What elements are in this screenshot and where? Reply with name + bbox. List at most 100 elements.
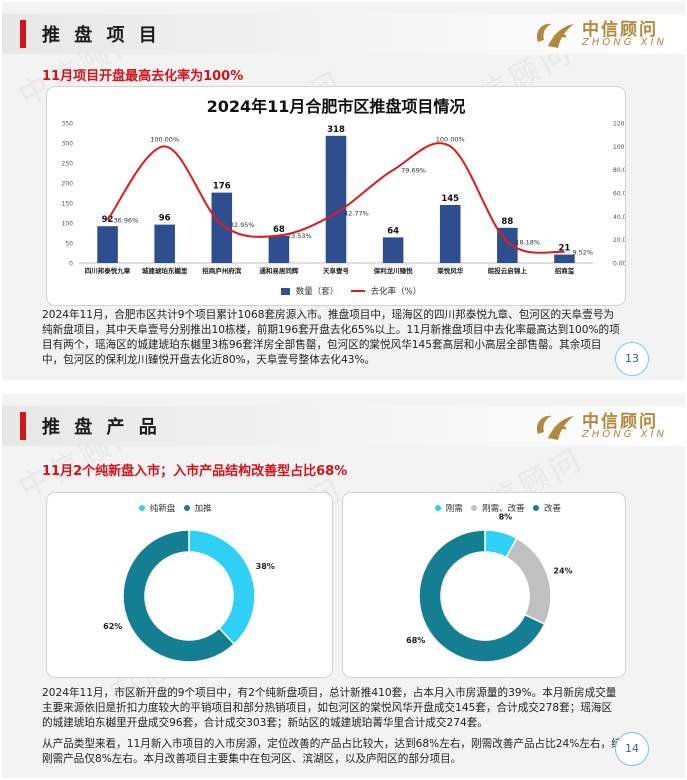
header-band [2,14,685,54]
donut-legend: 刚需 刚需、改善 改善 [435,502,561,514]
legend-label: 加推 [194,504,212,514]
section-title: 推 盘 产 品 [42,417,161,438]
legend-dot-improve [533,505,540,511]
x-tick-label: 皖投云启锦上 [488,266,528,275]
y-left-tick-label: 50 [65,241,73,248]
y-right-tick-label: 100.00% [613,144,625,151]
bar-data-label: 92 [102,215,114,225]
legend-label-rate: 去化率（%） [370,287,422,297]
brand-name-en: ZHONG XIN [582,37,667,48]
donut-slice [188,529,256,646]
bar [97,226,118,263]
header-band [2,406,685,446]
brand-logo-icon [536,415,574,440]
bar-data-label: 21 [559,244,571,254]
bar [268,235,290,263]
legend-dot-rigid-improve [471,505,478,511]
donut-slice [122,529,236,663]
rate-data-label: 18.18% [515,238,540,246]
combo-chart: 0 50 100 150 200 250 300 350 0.00% 20.00% 40.00% 60… [62,121,625,276]
donut-chart: 38% 62% [103,529,275,663]
donut-data-label: 38% [256,562,275,571]
bar-data-label: 318 [327,125,345,135]
brand-name-en: ZHONG XIN [582,429,667,440]
x-tick-label: 天阜壹号 [323,266,350,275]
brand-logo-icon [536,23,574,48]
paragraph: 2024年11月，市区新开盘的9个项目中，有2个纯新盘项目，总计新推410套，占… [42,687,617,729]
legend-swatch-bar [281,287,290,295]
slide-push-projects: 中信顾问 中信顾问 中信顾问 中信顾问 推 盘 项 目 中信顾问 ZHONG X… [2,2,685,380]
rate-data-label: 100.00% [150,135,179,143]
y-right-tick-label: 20.00% [613,237,625,244]
page-number: 13 [615,342,649,376]
bar-data-label: 176 [213,182,231,192]
section-header: 推 盘 产 品 中信顾问 ZHONG XIN [2,406,685,446]
bar-data-label: 88 [501,217,513,227]
donut-data-label: 8% [499,513,513,522]
bar [554,254,575,263]
legend-label-count: 数量（套） [295,287,339,297]
x-tick-label: 城建琥珀东樾里 [142,266,188,275]
donut-slice [505,537,552,626]
header-accent-bar [20,20,26,48]
donut-data-label: 68% [406,636,425,645]
donut-data-label: 24% [553,567,572,576]
legend-dot-rigid [435,505,441,511]
bar-data-label: 96 [159,214,171,224]
rate-data-label: 36.96% [114,216,139,224]
chart-title: 2024年11月合肥市区推盘项目情况 [206,97,466,116]
rate-data-label: 32.95% [230,221,255,229]
chart-card: 2024年11月合肥市区推盘项目情况 0 50 100 150 200 250 300 350… [46,86,626,306]
y-right-tick-label: 40.00% [613,214,625,221]
y-left-tick-label: 100 [62,221,74,228]
bar [154,224,175,263]
donut-slice [418,529,546,663]
y-left-tick-label: 350 [62,121,74,128]
chart-legend: 数量（套） 去化率（%） [281,285,421,297]
legend-dot-added [183,505,190,511]
y-left-tick-label: 0 [69,261,73,268]
y-left-tick-label: 250 [62,161,74,168]
x-tick-label: 四川邦泰悦九章 [85,266,131,275]
legend-dot-new [139,505,145,511]
legend-label: 刚需、改善 [482,504,525,514]
y-right-tick-label: 60.00% [613,191,625,198]
y-right-tick-label: 0.00% [613,261,625,268]
bar-data-label: 68 [273,225,285,235]
page-number: 14 [615,732,649,766]
y-right-tick-label: 80.00% [613,167,625,174]
y-left-tick-label: 150 [62,201,74,208]
donut-card-new-vs-added: 纯新盘 加推 38% 62% [46,492,333,678]
slide-push-products: 中信顾问 中信顾问 中信顾问 中信顾问 推 盘 产 品 中信顾问 ZHONG X… [2,394,685,778]
y-right-tick-label: 120.00% [613,121,625,128]
rate-data-label: 23.53% [287,232,312,240]
x-tick-label: 招商庐州府滨 [202,266,242,275]
slide-description: 2024年11月，合肥市区共计9个项目累计1068套房源入市。推盘项目中，瑶海区… [42,308,622,374]
x-tick-label: 招商玺 [555,266,575,275]
bar [211,192,233,263]
section-header: 推 盘 项 目 中信顾问 ZHONG XIN [2,14,685,54]
donut-chart: 8% 24% 68% [406,513,573,663]
x-tick-label: 棠悦风华 [436,266,464,275]
bar [439,205,461,263]
donut-legend: 纯新盘 加推 [139,502,212,514]
legend-label: 刚需 [445,504,463,514]
section-title: 推 盘 项 目 [42,25,161,46]
bar [325,135,347,263]
slide-description: 2024年11月，市区新开盘的9个项目中，有2个纯新盘项目，总计新推410套，占… [42,686,622,773]
y-left-tick-label: 300 [62,141,74,148]
donut-card-product-type: 刚需 刚需、改善 改善 8% 24% 68% [342,492,626,678]
paragraph: 2024年11月，合肥市区共计9个项目累计1068套房源入市。推盘项目中，瑶海区… [42,309,620,366]
slide-subtitle: 11月项目开盘最高去化率为100% [42,69,244,84]
legend-label: 改善 [544,504,562,514]
rate-data-label: 42.77% [344,210,369,218]
x-tick-label: 保利龙川臻悦 [373,266,414,275]
brand-name-cn: 中信顾问 [582,20,658,40]
y-left-tick-label: 200 [62,181,74,188]
x-tick-label: 通和易居同辉 [259,266,299,275]
brand-name-cn: 中信顾问 [582,412,658,432]
paragraph: 从产品类型来看，11月新入市项目的入市房源，定位改善的产品占比较大，达到68%左… [42,738,622,765]
rate-data-label: 9.52% [572,248,593,256]
bar-data-label: 64 [387,226,399,236]
donut-data-label: 62% [103,622,122,631]
